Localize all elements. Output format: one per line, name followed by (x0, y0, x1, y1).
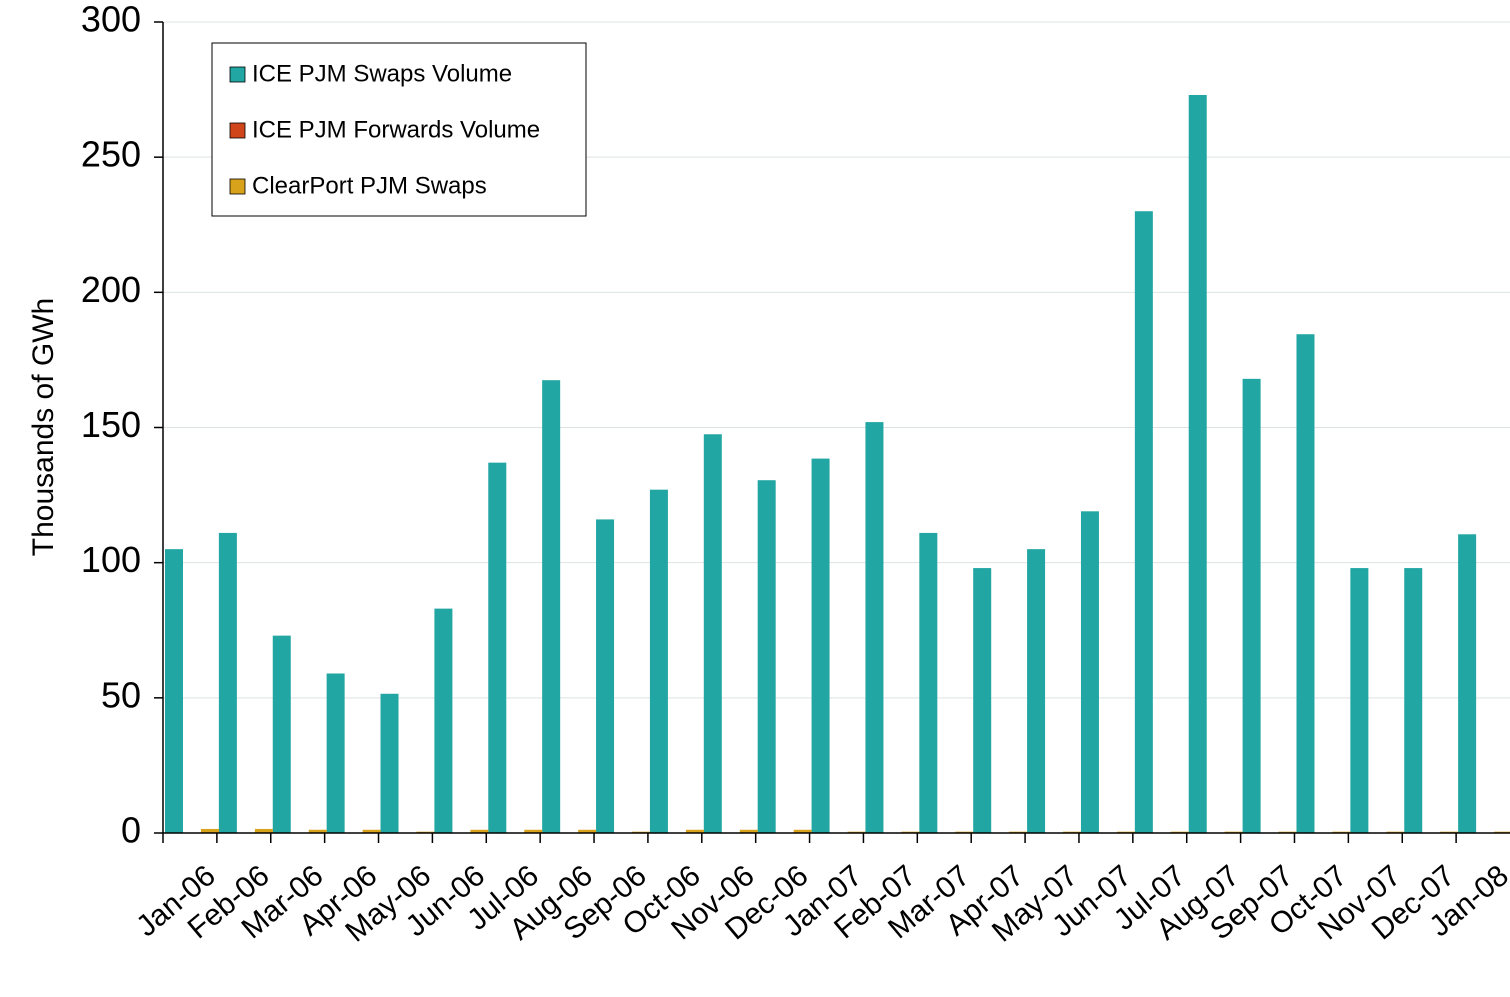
bar (488, 462, 507, 833)
y-tick-label: 0 (121, 810, 141, 851)
legend-swatch (229, 178, 246, 195)
bar (685, 829, 704, 833)
legend-swatch (229, 122, 246, 139)
bar (757, 480, 776, 833)
bar (380, 693, 399, 833)
bar (973, 568, 992, 833)
bar (308, 829, 327, 833)
y-tick-label: 300 (81, 0, 141, 40)
y-tick-label: 200 (81, 269, 141, 310)
bar (793, 829, 812, 833)
bar (1242, 378, 1261, 833)
y-tick-label: 150 (81, 404, 141, 445)
bar (1350, 568, 1369, 833)
bar (434, 608, 453, 833)
legend-box (211, 42, 587, 217)
y-tick-label: 50 (101, 674, 141, 715)
bar (596, 519, 615, 833)
legend: ICE PJM Swaps Volume ICE PJM Forwards Vol… (211, 42, 587, 217)
y-tick-label: 250 (81, 134, 141, 175)
bar (201, 828, 219, 833)
bar (703, 434, 722, 833)
bar (1188, 94, 1207, 834)
bar (542, 380, 561, 833)
bar (865, 422, 884, 833)
bar (919, 532, 938, 833)
bar (1296, 334, 1315, 833)
legend-label: ClearPort PJM Swaps (252, 172, 487, 199)
bar (1404, 568, 1423, 833)
bar (811, 458, 830, 833)
bar (1080, 511, 1099, 833)
bar (254, 828, 273, 833)
bar (524, 829, 543, 833)
legend-swatch (229, 66, 246, 83)
bar (272, 635, 291, 833)
bar (165, 549, 183, 833)
bar (1134, 211, 1153, 833)
bar (470, 829, 489, 833)
bar (326, 673, 345, 833)
bar (362, 829, 381, 833)
bar (578, 829, 597, 833)
legend-label: ICE PJM Swaps Volume (252, 60, 512, 87)
legend-label: ICE PJM Forwards Volume (252, 116, 540, 143)
bar (739, 829, 758, 833)
y-tick-label: 100 (81, 539, 141, 580)
bar (1027, 549, 1046, 833)
y-axis-label: Thousands of GWh (27, 298, 60, 556)
bar (649, 489, 668, 833)
bar (218, 532, 237, 833)
bar (1458, 534, 1477, 833)
